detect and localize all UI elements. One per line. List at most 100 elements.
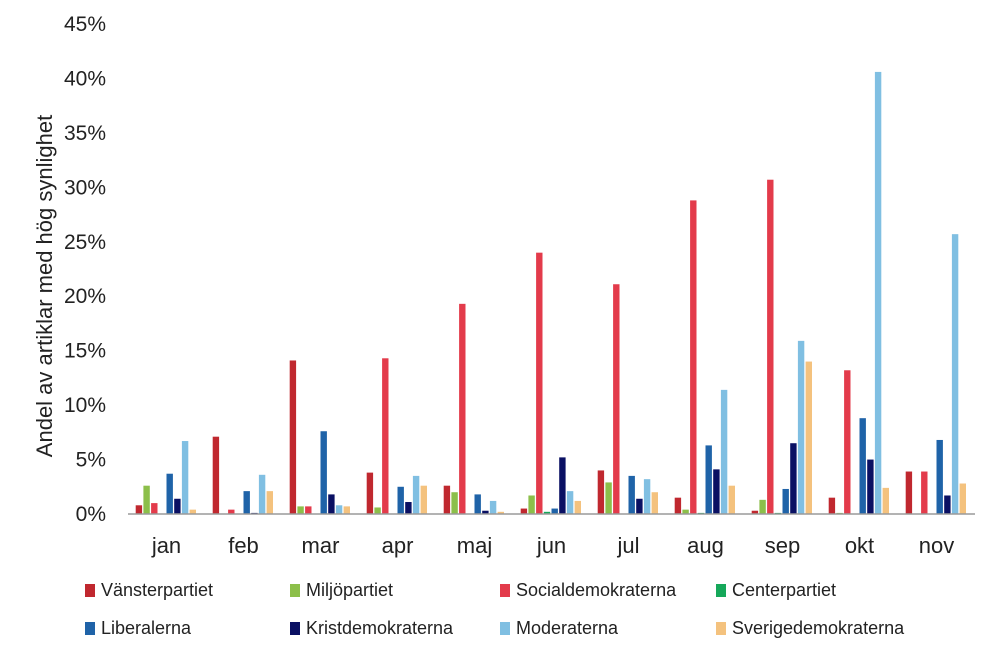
x-tick-label: sep (765, 533, 800, 558)
bar: Socialdemokraterna sep: 30.7% (767, 179, 774, 514)
bar: Sverigedemokraterna jan: 0.4% (189, 509, 196, 514)
legend-label: Vänsterpartiet (101, 580, 213, 600)
bar: Socialdemokraterna jul: 21.1% (613, 284, 620, 514)
legend-label: Sverigedemokraterna (732, 618, 905, 638)
bar: Vänsterpartiet okt: 1.5% (828, 497, 836, 514)
bar: Socialdemokraterna jan: 1% (151, 503, 158, 514)
legend-swatch (85, 622, 95, 635)
bar: Moderaterna nov: 25.7% (951, 234, 959, 514)
legend-swatch (500, 584, 510, 597)
bar: Kristdemokraterna sep: 6.5% (790, 443, 797, 514)
x-axis: jan feb mar apr maj jun jul aug sep okt nov (151, 533, 954, 558)
legend-label: Kristdemokraterna (306, 618, 454, 638)
bar: Moderaterna jan: 6.7% (181, 441, 189, 514)
bar: Socialdemokraterna aug: 28.8% (690, 200, 697, 514)
bar-group-aug: Vänsterpartiet aug: 1.5%Miljöpartiet aug… (674, 200, 735, 514)
bar: Sverigedemokraterna nov: 2.8% (959, 483, 966, 514)
bar: Sverigedemokraterna sep: 14% (805, 361, 812, 514)
y-tick-label: 10% (64, 394, 106, 417)
y-axis-label: Andel av artiklar med hög synlighet (32, 115, 57, 457)
bar: Kristdemokraterna maj: 0.3% (482, 510, 489, 514)
bar: Vänsterpartiet mar: 14.1% (289, 360, 297, 514)
bar: Sverigedemokraterna jul: 2% (651, 492, 658, 514)
legend-item: Kristdemokraterna (290, 618, 454, 638)
y-tick-label: 35% (64, 122, 106, 145)
bar: Kristdemokraterna okt: 5% (867, 459, 874, 514)
bar-group-feb: Vänsterpartiet feb: 7.1%Miljöpartiet feb… (212, 436, 273, 514)
bars: Vänsterpartiet jan: 0.8%Miljöpartiet jan… (135, 71, 966, 515)
y-tick-label: 0% (76, 503, 106, 526)
bar: Miljöpartiet aug: 0.4% (682, 509, 689, 514)
bar: Socialdemokraterna nov: 3.9% (921, 471, 928, 514)
bar: Socialdemokraterna maj: 19.3% (459, 303, 466, 514)
bar-group-nov: Vänsterpartiet nov: 3.9%Miljöpartiet nov… (905, 234, 966, 514)
bar: Moderaterna okt: 40.6% (874, 71, 882, 514)
bar: Vänsterpartiet aug: 1.5% (674, 497, 682, 514)
x-tick-label: mar (302, 533, 340, 558)
bar: Sverigedemokraterna feb: 2.1% (266, 491, 273, 514)
bar: Sverigedemokraterna apr: 2.6% (420, 485, 427, 514)
bar: Sverigedemokraterna okt: 2.4% (882, 487, 889, 514)
legend-label: Socialdemokraterna (516, 580, 677, 600)
bar: Miljöpartiet sep: 1.3% (759, 499, 766, 514)
legend-swatch (500, 622, 510, 635)
bar: Miljöpartiet jul: 2.9% (605, 482, 612, 514)
bar: Moderaterna apr: 3.5% (412, 475, 420, 514)
bar: Centerpartiet jun: 0.2% (543, 511, 551, 514)
bar-group-jul: Vänsterpartiet jul: 4%Miljöpartiet jul: … (597, 284, 658, 514)
bar: Miljöpartiet jun: 1.7% (528, 495, 535, 514)
bar: Liberalerna okt: 8.8% (859, 418, 866, 514)
bar: Moderaterna aug: 11.4% (720, 389, 728, 514)
legend: Vänsterpartiet Miljöpartiet Socialdemokrat… (85, 580, 905, 638)
bar: Miljöpartiet mar: 0.7% (297, 506, 304, 514)
bar: Vänsterpartiet maj: 2.6% (443, 485, 451, 514)
x-tick-label: maj (457, 533, 492, 558)
bar-group-jan: Vänsterpartiet jan: 0.8%Miljöpartiet jan… (135, 441, 196, 514)
bar: Vänsterpartiet feb: 7.1% (212, 436, 220, 514)
bar: Liberalerna sep: 2.3% (782, 488, 789, 514)
bar: Moderaterna mar: 0.8% (335, 505, 343, 514)
bar: Sverigedemokraterna aug: 2.6% (728, 485, 735, 514)
legend-swatch (85, 584, 95, 597)
bar: Miljöpartiet maj: 2% (451, 492, 458, 514)
bar: Miljöpartiet jan: 2.6% (143, 485, 150, 514)
y-tick-label: 15% (64, 340, 106, 363)
bar: Kristdemokraterna mar: 1.8% (328, 494, 335, 514)
bar: Sverigedemokraterna maj: 0.2% (497, 511, 504, 514)
legend-label: Miljöpartiet (306, 580, 393, 600)
x-tick-label: jul (616, 533, 639, 558)
bar: Liberalerna jan: 3.7% (166, 473, 173, 514)
bar: Socialdemokraterna mar: 0.7% (305, 506, 312, 514)
bar: Kristdemokraterna jan: 1.4% (174, 498, 181, 514)
x-tick-label: aug (687, 533, 724, 558)
bar: Kristdemokraterna nov: 1.7% (944, 495, 951, 514)
y-tick-label: 30% (64, 176, 106, 199)
y-tick-label: 5% (76, 449, 106, 472)
bar: Liberalerna apr: 2.5% (397, 486, 404, 514)
bar: Socialdemokraterna feb: 0.4% (228, 509, 235, 514)
bar: Miljöpartiet apr: 0.6% (374, 507, 381, 514)
bar: Kristdemokraterna apr: 1.1% (405, 502, 412, 514)
legend-swatch (716, 584, 726, 597)
bar: Moderaterna maj: 1.2% (489, 500, 497, 514)
legend-label: Moderaterna (516, 618, 619, 638)
legend-item: Socialdemokraterna (500, 580, 677, 600)
bar: Kristdemokraterna jun: 5.2% (559, 457, 566, 514)
y-tick-label: 45% (64, 13, 106, 36)
legend-item: Vänsterpartiet (85, 580, 213, 600)
bar-group-mar: Vänsterpartiet mar: 14.1%Miljöpartiet ma… (289, 360, 350, 514)
bar: Liberalerna aug: 6.3% (705, 445, 712, 514)
bar-group-jun: Vänsterpartiet jun: 0.5%Miljöpartiet jun… (520, 252, 581, 515)
y-tick-label: 40% (64, 67, 106, 90)
legend-label: Centerpartiet (732, 580, 836, 600)
bar: Liberalerna mar: 7.6% (320, 431, 327, 514)
bar-group-okt: Vänsterpartiet okt: 1.5%Miljöpartiet okt… (828, 71, 889, 514)
x-tick-label: jun (536, 533, 566, 558)
bar: Liberalerna feb: 2.1% (243, 491, 250, 514)
bar: Moderaterna jul: 3.2% (643, 479, 651, 514)
legend-swatch (716, 622, 726, 635)
legend-item: Liberalerna (85, 618, 192, 638)
bar: Vänsterpartiet jun: 0.5% (520, 508, 528, 514)
bar: Kristdemokraterna jul: 1.4% (636, 498, 643, 514)
bar: Vänsterpartiet jan: 0.8% (135, 505, 143, 514)
